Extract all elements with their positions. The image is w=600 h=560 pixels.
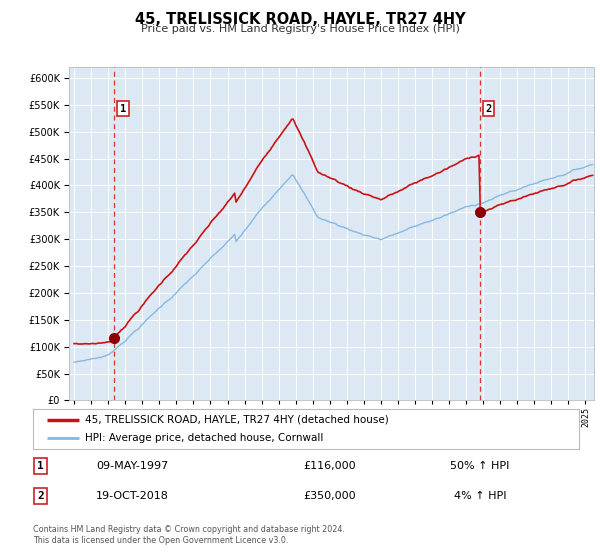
- Text: 50% ↑ HPI: 50% ↑ HPI: [451, 461, 509, 471]
- Text: 45, TRELISSICK ROAD, HAYLE, TR27 4HY (detached house): 45, TRELISSICK ROAD, HAYLE, TR27 4HY (de…: [85, 415, 389, 424]
- Text: This data is licensed under the Open Government Licence v3.0.: This data is licensed under the Open Gov…: [33, 536, 289, 545]
- Text: 4% ↑ HPI: 4% ↑ HPI: [454, 491, 506, 501]
- Text: £116,000: £116,000: [304, 461, 356, 471]
- Text: 45, TRELISSICK ROAD, HAYLE, TR27 4HY: 45, TRELISSICK ROAD, HAYLE, TR27 4HY: [134, 12, 466, 27]
- Text: 1: 1: [120, 104, 126, 114]
- Text: 19-OCT-2018: 19-OCT-2018: [95, 491, 169, 501]
- Text: 09-MAY-1997: 09-MAY-1997: [96, 461, 168, 471]
- Text: Price paid vs. HM Land Registry's House Price Index (HPI): Price paid vs. HM Land Registry's House …: [140, 24, 460, 34]
- Text: 2: 2: [37, 491, 44, 501]
- Text: HPI: Average price, detached house, Cornwall: HPI: Average price, detached house, Corn…: [85, 433, 323, 443]
- Text: 2: 2: [485, 104, 491, 114]
- Text: Contains HM Land Registry data © Crown copyright and database right 2024.: Contains HM Land Registry data © Crown c…: [33, 525, 345, 534]
- Text: 1: 1: [37, 461, 44, 471]
- Text: £350,000: £350,000: [304, 491, 356, 501]
